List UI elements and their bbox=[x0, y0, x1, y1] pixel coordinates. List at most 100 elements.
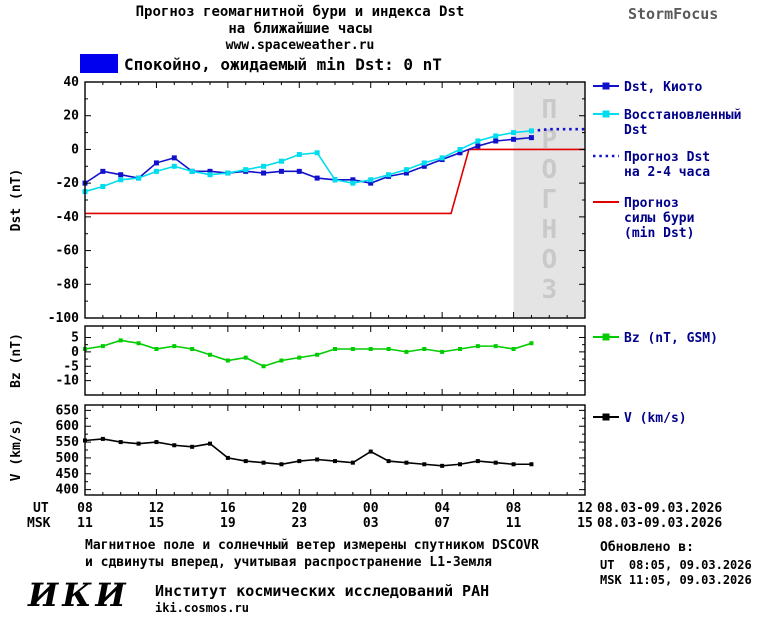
site-url: www.spaceweather.ru bbox=[225, 38, 375, 53]
msk-tick-label: 15 bbox=[149, 516, 165, 531]
y-tick-label: 0 bbox=[71, 142, 79, 157]
ut-tick-label: 12 bbox=[149, 501, 165, 516]
series-marker bbox=[261, 460, 266, 465]
msk-tick-label: 15 bbox=[577, 516, 593, 531]
page-title: Прогноз геомагнитной бури и индекса Dst bbox=[135, 4, 465, 20]
series-marker bbox=[350, 460, 355, 465]
series-marker bbox=[421, 163, 427, 169]
series-line bbox=[531, 127, 585, 133]
y-tick-label: 450 bbox=[56, 467, 80, 482]
series-marker bbox=[350, 180, 356, 186]
y-tick-label: -60 bbox=[56, 244, 80, 259]
series-line bbox=[84, 130, 532, 193]
y-tick-label: 550 bbox=[56, 435, 80, 450]
series-marker bbox=[404, 349, 409, 354]
ut-tick-label: 12 bbox=[577, 501, 593, 516]
legend-marker-square bbox=[602, 110, 610, 118]
legend-label: Dst, Киото bbox=[624, 80, 702, 95]
series-marker bbox=[475, 138, 481, 144]
msk-tick-label: 11 bbox=[77, 516, 93, 531]
series-marker bbox=[296, 151, 302, 157]
msk-tick-label: 07 bbox=[434, 516, 450, 531]
forecast-band-label: О bbox=[541, 155, 557, 185]
y-tick-label: 5 bbox=[71, 331, 79, 346]
series-marker bbox=[333, 347, 337, 351]
series-marker bbox=[404, 460, 409, 465]
brand-label: StormFocus bbox=[628, 5, 719, 23]
updated-msk: MSK 11:05, 09.03.2026 bbox=[600, 573, 752, 587]
ut-tick-label: 08 bbox=[77, 501, 93, 516]
series-marker bbox=[458, 347, 462, 351]
msk-tick-label: 19 bbox=[220, 516, 236, 531]
series-marker bbox=[261, 163, 267, 169]
legend-label: Dst bbox=[624, 123, 647, 138]
footer-note-line2: и сдвинуты вперед, учитывая распростране… bbox=[85, 555, 492, 570]
series-marker bbox=[225, 358, 230, 363]
forecast-band-label: О bbox=[541, 245, 557, 275]
y-tick-label: 500 bbox=[56, 451, 80, 466]
msk-tick-label: 11 bbox=[506, 516, 522, 531]
status-color-swatch bbox=[80, 54, 118, 73]
series-marker bbox=[225, 170, 231, 176]
series-marker bbox=[529, 341, 534, 346]
series-marker bbox=[279, 462, 284, 467]
series-marker bbox=[528, 128, 534, 134]
series-line bbox=[84, 438, 532, 467]
series-marker bbox=[172, 344, 177, 349]
series-marker bbox=[368, 180, 374, 186]
y-tick-label: 20 bbox=[63, 109, 79, 124]
y-tick-label: 650 bbox=[56, 403, 80, 418]
series-marker bbox=[457, 150, 463, 156]
series-marker bbox=[118, 338, 123, 343]
y-tick-label: 600 bbox=[56, 419, 80, 434]
legend-label: (min Dst) bbox=[624, 226, 694, 241]
series-marker bbox=[153, 168, 159, 174]
series-marker bbox=[243, 167, 249, 173]
series-marker bbox=[136, 341, 141, 346]
forecast-band-label: Г bbox=[541, 185, 557, 215]
series-marker bbox=[368, 449, 373, 454]
series-marker bbox=[189, 168, 195, 174]
series-marker bbox=[100, 344, 105, 349]
series-marker bbox=[458, 462, 462, 467]
panel-frame bbox=[84, 325, 586, 396]
panel-frame bbox=[84, 404, 586, 496]
series-marker bbox=[297, 355, 302, 360]
series-marker bbox=[475, 143, 481, 149]
series-marker bbox=[403, 167, 409, 173]
page-subtitle: на ближайшие часы bbox=[228, 21, 372, 37]
series-marker bbox=[208, 441, 212, 446]
msk-prefix: MSK bbox=[27, 516, 51, 531]
legend-label: Bz (nT, GSM) bbox=[624, 331, 718, 346]
series-marker bbox=[190, 347, 195, 351]
series-marker bbox=[529, 462, 534, 467]
series-marker bbox=[154, 440, 159, 445]
panel-bz: 50-5-10 Bz (nT) bbox=[9, 325, 586, 396]
y-axis-label: Bz (nT) bbox=[9, 333, 24, 388]
y-tick-label: 400 bbox=[56, 483, 80, 498]
legend-label: Восстановленный bbox=[624, 108, 741, 123]
series-marker bbox=[190, 444, 195, 449]
ut-tick-label: 04 bbox=[434, 501, 450, 516]
series-marker bbox=[511, 462, 516, 467]
ut-tick-label: 00 bbox=[363, 501, 379, 516]
series-marker bbox=[278, 158, 284, 164]
series-marker bbox=[100, 168, 106, 174]
series-line bbox=[85, 148, 585, 215]
series-marker bbox=[118, 440, 123, 445]
legend-label: Прогноз bbox=[624, 196, 679, 211]
y-tick-label: -40 bbox=[56, 210, 80, 225]
y-tick-label: -5 bbox=[63, 359, 79, 374]
y-axis-label: Dst (nT) bbox=[9, 169, 24, 232]
series-marker bbox=[511, 130, 517, 136]
legend-label: силы бури bbox=[624, 211, 694, 226]
iki-logo: ИКИ bbox=[28, 576, 130, 614]
series-marker bbox=[475, 344, 480, 349]
series-marker bbox=[243, 459, 248, 464]
legend-marker-square bbox=[602, 413, 610, 421]
series-marker bbox=[439, 155, 445, 161]
series-marker bbox=[333, 459, 337, 464]
legend-marker-square bbox=[602, 333, 610, 341]
panel-frame bbox=[84, 81, 586, 319]
